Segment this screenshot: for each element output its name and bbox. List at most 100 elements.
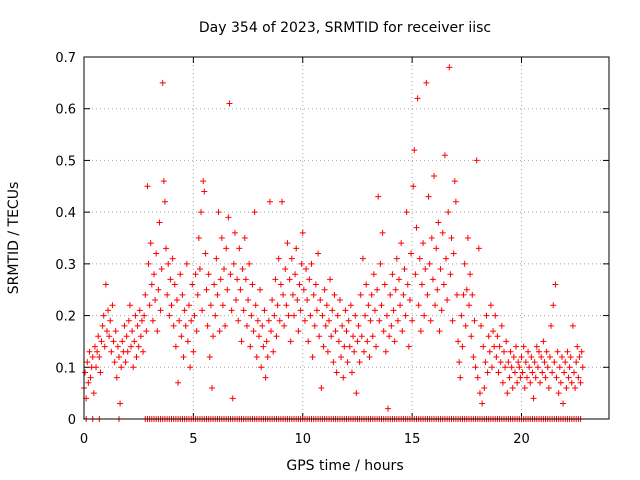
data-point	[222, 322, 229, 329]
data-point	[422, 266, 429, 273]
data-point	[351, 348, 358, 355]
data-point	[377, 260, 384, 267]
data-point	[160, 178, 167, 185]
data-point	[245, 297, 252, 304]
data-point	[381, 281, 388, 288]
data-point	[478, 322, 485, 329]
data-point	[506, 374, 513, 381]
data-point	[129, 328, 136, 335]
data-point	[455, 338, 462, 345]
data-point	[272, 276, 279, 283]
data-point	[373, 343, 380, 350]
data-point	[288, 255, 295, 262]
data-point	[329, 307, 336, 314]
data-point	[311, 322, 318, 329]
data-point	[230, 260, 237, 267]
data-point	[236, 245, 243, 252]
data-point	[86, 348, 93, 355]
data-point	[567, 353, 574, 360]
data-point	[526, 364, 533, 371]
data-point	[520, 343, 527, 350]
data-point	[441, 152, 448, 159]
data-point	[474, 374, 481, 381]
data-point	[426, 260, 433, 267]
data-point	[182, 322, 189, 329]
data-point	[423, 79, 430, 86]
data-point	[405, 343, 412, 350]
data-point	[87, 374, 94, 381]
data-point	[388, 322, 395, 329]
data-point	[188, 317, 195, 324]
data-point	[234, 276, 241, 283]
data-point	[192, 271, 199, 278]
data-point	[575, 374, 582, 381]
data-point	[319, 312, 326, 319]
data-point	[362, 312, 369, 319]
data-point	[417, 328, 424, 335]
y-tick-label: 0.5	[55, 154, 76, 169]
data-point	[553, 374, 560, 381]
data-point	[560, 400, 567, 407]
data-point	[327, 276, 334, 283]
data-point	[467, 271, 474, 278]
data-point	[497, 359, 504, 366]
data-point	[452, 198, 459, 205]
data-point	[292, 271, 299, 278]
data-point	[545, 384, 552, 391]
data-point	[181, 307, 188, 314]
data-point	[472, 364, 479, 371]
data-point	[142, 291, 149, 298]
data-point	[283, 302, 290, 309]
data-point	[391, 338, 398, 345]
data-point	[271, 312, 278, 319]
data-point	[253, 353, 260, 360]
data-point	[490, 328, 497, 335]
data-point	[539, 369, 546, 376]
data-point	[501, 348, 507, 355]
data-point	[84, 359, 91, 366]
data-point	[229, 395, 236, 402]
data-point	[247, 343, 254, 350]
data-point	[95, 333, 102, 340]
data-point	[112, 328, 119, 335]
data-point	[494, 333, 501, 340]
data-point	[227, 271, 234, 278]
data-point	[487, 302, 494, 309]
data-point	[365, 302, 372, 309]
data-point	[168, 302, 175, 309]
data-point	[128, 343, 135, 350]
data-point	[549, 369, 556, 376]
data-point	[527, 379, 534, 386]
data-point	[470, 353, 477, 360]
data-point	[198, 209, 205, 216]
data-point	[552, 281, 559, 288]
data-point	[263, 338, 270, 345]
data-point	[437, 266, 444, 273]
data-point	[303, 266, 310, 273]
data-point	[322, 322, 329, 329]
data-point	[504, 390, 511, 397]
data-point	[434, 286, 441, 293]
data-point	[502, 364, 509, 371]
data-point	[382, 348, 389, 355]
data-point	[461, 260, 468, 267]
data-point	[82, 369, 89, 376]
data-point	[98, 338, 105, 345]
data-point	[515, 359, 522, 366]
data-point	[284, 240, 291, 247]
plot-frame	[83, 56, 610, 420]
data-point	[262, 374, 269, 381]
data-point	[293, 245, 300, 252]
data-point	[534, 364, 541, 371]
data-point	[471, 317, 478, 324]
data-point	[145, 260, 152, 267]
data-point	[578, 348, 585, 355]
data-point	[556, 364, 563, 371]
data-point	[355, 322, 362, 329]
chart-title: Day 354 of 2023, SRMTID for receiver iis…	[199, 20, 491, 36]
data-point	[357, 291, 364, 298]
data-point	[347, 302, 354, 309]
data-point	[231, 229, 238, 236]
data-point	[166, 312, 173, 319]
data-point	[528, 353, 535, 360]
